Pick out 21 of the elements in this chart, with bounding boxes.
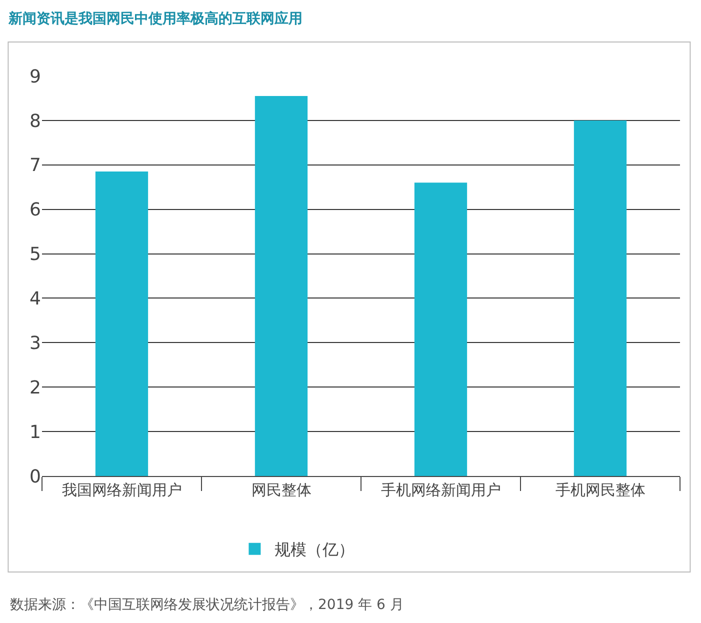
source-note: 数据来源：《中国互联网络发展状况统计报告》，2019 年 6 月: [10, 597, 404, 613]
chart-title: 新闻资讯是我国网民中使用率极高的互联网应用: [7, 10, 302, 27]
y-tick-label: 4: [30, 288, 41, 310]
x-tick-label: 我国网络新闻用户: [62, 481, 182, 499]
y-tick-label: 6: [30, 200, 41, 221]
y-tick-label: 5: [30, 244, 41, 266]
x-tick-label: 网民整体: [251, 481, 312, 499]
y-tick-label: 7: [30, 155, 41, 176]
bar: [254, 96, 308, 476]
x-tick-label: 手机网络新闻用户: [380, 481, 501, 499]
y-tick-label: 0: [30, 466, 41, 488]
bar: [574, 120, 627, 476]
y-tick-label: 2: [30, 377, 41, 398]
y-tick-label: 8: [30, 110, 41, 132]
legend-label: 规模（亿）: [274, 540, 355, 560]
bar: [95, 172, 148, 476]
bar: [414, 182, 468, 476]
y-tick-label: 3: [30, 332, 41, 354]
x-tick-label: 手机网民整体: [555, 481, 646, 499]
y-tick-label: 1: [30, 422, 41, 443]
y-tick-label: 9: [30, 66, 41, 88]
